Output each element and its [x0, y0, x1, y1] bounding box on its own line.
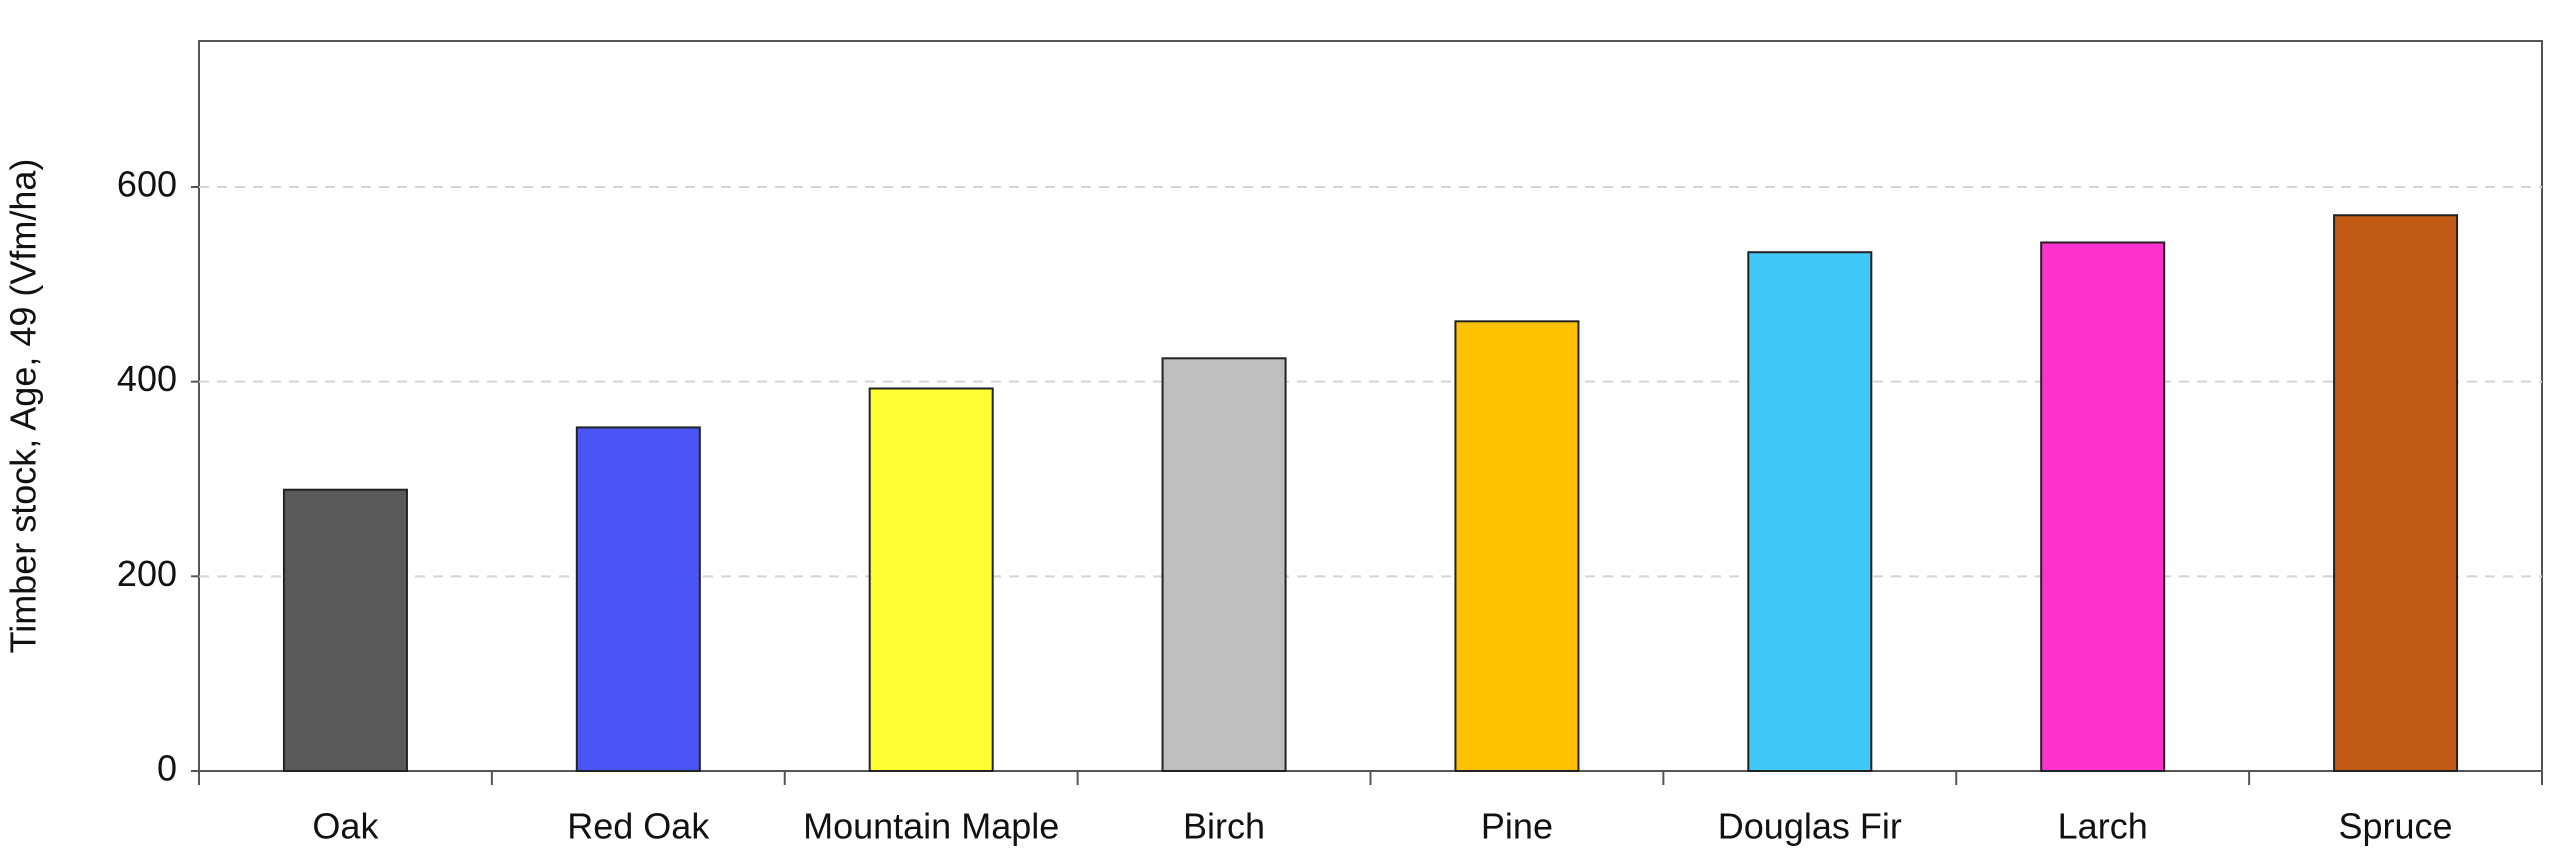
bar — [1454, 320, 1580, 772]
x-tick-label: Birch — [1183, 806, 1265, 847]
x-tick-label: Spruce — [2339, 806, 2453, 847]
y-tick-label: 200 — [117, 553, 177, 594]
bar — [282, 488, 408, 772]
bar — [1161, 357, 1287, 772]
bar — [2040, 241, 2166, 773]
x-tick-label: Larch — [2058, 806, 2148, 847]
y-tick-label: 600 — [117, 164, 177, 205]
bar — [2333, 214, 2459, 772]
x-tick-label: Douglas Fir — [1718, 806, 1902, 847]
x-tick-label: Oak — [312, 806, 379, 847]
x-tick-label: Mountain Maple — [803, 806, 1059, 847]
x-tick-label: Red Oak — [567, 806, 710, 847]
x-tick-label: Pine — [1481, 806, 1553, 847]
bar — [1747, 251, 1873, 773]
plot-frame — [198, 40, 2543, 772]
y-tick-label: 400 — [117, 358, 177, 399]
y-tick-label: 0 — [157, 748, 177, 789]
bar — [868, 387, 994, 772]
y-axis-label: Timber stock, Age, 49 (Vfm/ha) — [3, 159, 44, 654]
bar — [575, 426, 701, 772]
